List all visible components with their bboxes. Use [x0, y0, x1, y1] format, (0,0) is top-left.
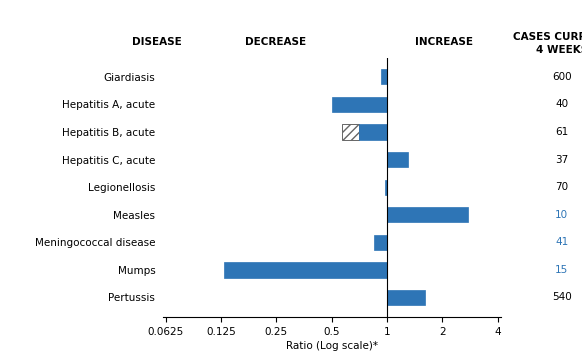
Bar	[374, 235, 387, 250]
Text: 15: 15	[555, 265, 568, 275]
Bar	[224, 262, 387, 278]
Bar	[332, 97, 387, 112]
Text: 61: 61	[555, 127, 568, 137]
Text: 540: 540	[552, 292, 572, 302]
Bar	[387, 207, 468, 222]
Text: 600: 600	[552, 72, 572, 82]
Text: 41: 41	[555, 237, 568, 247]
Bar	[387, 152, 408, 167]
Text: DECREASE: DECREASE	[245, 37, 306, 47]
Text: 70: 70	[555, 182, 568, 192]
Text: 40: 40	[555, 99, 568, 109]
Text: DISEASE: DISEASE	[132, 37, 182, 47]
Bar	[359, 125, 387, 140]
Text: 10: 10	[555, 210, 568, 220]
Bar	[381, 69, 387, 85]
Text: CASES CURRENT
4 WEEKS: CASES CURRENT 4 WEEKS	[513, 32, 582, 55]
Bar	[387, 290, 425, 305]
Text: 37: 37	[555, 155, 568, 165]
Bar	[342, 125, 359, 140]
Bar	[385, 180, 387, 195]
Text: INCREASE: INCREASE	[416, 37, 473, 47]
X-axis label: Ratio (Log scale)*: Ratio (Log scale)*	[286, 341, 378, 351]
